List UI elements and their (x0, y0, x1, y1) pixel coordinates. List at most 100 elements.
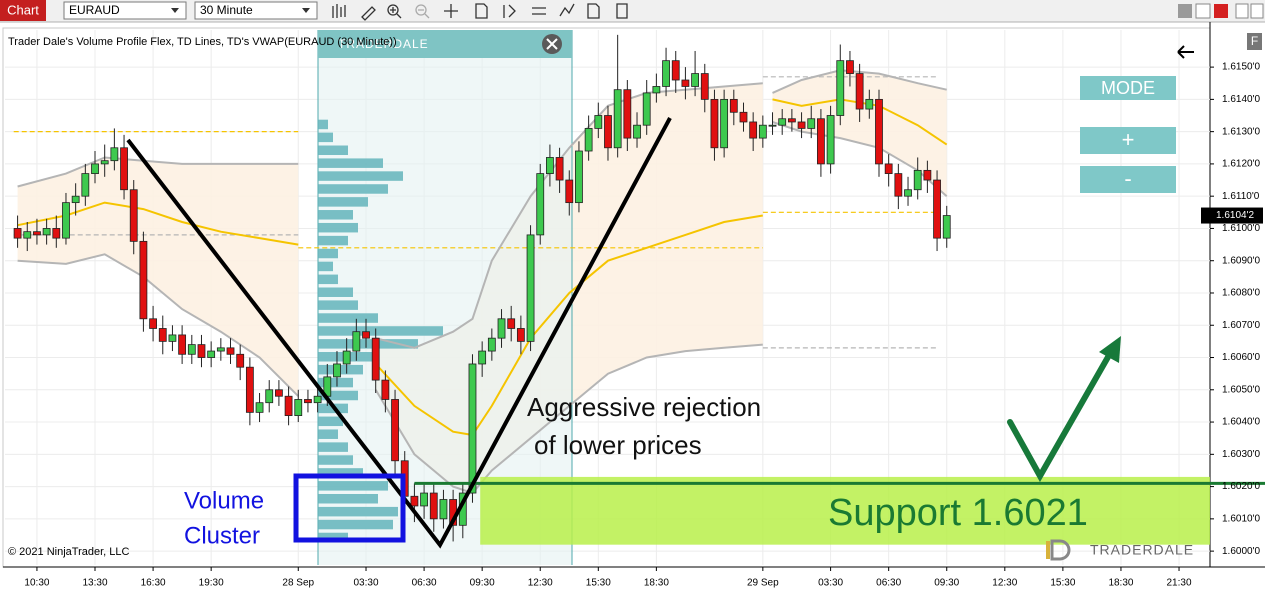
candle-body (265, 389, 274, 404)
profile-bar (318, 145, 348, 156)
plus-button-label[interactable]: + (1122, 127, 1135, 152)
candle-body (807, 118, 816, 129)
candle-body (216, 347, 225, 352)
candle-body (439, 499, 448, 520)
y-tick-label: 1.6120'0 (1222, 159, 1260, 170)
profile-bar (318, 210, 353, 220)
cluster-box (293, 473, 406, 543)
profile-bar (318, 300, 358, 310)
candle-body (797, 121, 806, 129)
candle-body (681, 79, 690, 87)
candle-body (546, 157, 554, 174)
candle-body (700, 73, 709, 100)
candle-body (158, 328, 167, 342)
timeframe-select[interactable] (194, 1, 318, 20)
candle-body (662, 60, 670, 87)
candle-body (739, 111, 748, 123)
candle-body (226, 347, 235, 355)
rejection-label: of lower prices (534, 430, 702, 460)
panel-logo: TRADERDALE (338, 37, 429, 51)
candle-body (855, 73, 864, 110)
profile-bar (318, 235, 348, 246)
candle-body (187, 344, 196, 355)
instrument-label[interactable]: EURAUD (69, 3, 120, 17)
candle-body (778, 118, 787, 126)
toolbar-icons[interactable] (332, 3, 628, 21)
candle-body (487, 337, 496, 352)
y-tick-label: 1.6030'0 (1222, 449, 1260, 460)
profile-bar (318, 171, 403, 181)
plus-button[interactable] (1080, 127, 1176, 154)
candle-body (197, 344, 206, 358)
candle-body (62, 202, 70, 239)
profile-bar (318, 197, 368, 207)
candle-body (71, 195, 80, 204)
candle-body (23, 231, 32, 239)
y-tick-label: 1.6010'0 (1222, 513, 1260, 524)
back-arrow[interactable] (1177, 45, 1194, 59)
candle-body (884, 163, 893, 174)
x-tick-label: 21:30 (1167, 578, 1192, 589)
candle-body (671, 60, 680, 81)
x-tick-label: 18:30 (644, 578, 669, 589)
candle-body (691, 73, 699, 87)
candle-body (768, 124, 777, 127)
candle-body (507, 318, 516, 329)
candle-body (846, 60, 854, 74)
profile-bar (318, 158, 383, 168)
x-tick-label: 29 Sep (747, 578, 779, 589)
candle-body (710, 98, 719, 149)
candle-body (429, 492, 438, 520)
x-tick-label: 06:30 (412, 578, 437, 589)
instrument-select[interactable] (63, 1, 187, 20)
logo-mark (1046, 539, 1071, 561)
profile-bar (318, 429, 338, 439)
support-label: Support 1.6021 (828, 492, 1088, 534)
candle-body (391, 399, 399, 462)
candle-body (749, 121, 758, 139)
candle-body (410, 495, 419, 507)
candle-body (565, 179, 574, 204)
candle-body (913, 169, 922, 191)
mode-button-label[interactable]: MODE (1101, 78, 1155, 98)
candle-body (33, 231, 41, 236)
y-tick-label: 1.6020'0 (1222, 481, 1260, 492)
axes: 1.6000'0 1.6010'0 1.6020'0 1.6030'0 1.6040'0… (24, 62, 1263, 589)
profile-bar (318, 532, 348, 543)
candle-body (371, 337, 380, 381)
minus-button-label[interactable]: - (1124, 166, 1131, 191)
window-controls[interactable] (1178, 3, 1264, 19)
axis-button-label[interactable]: F (1251, 34, 1258, 48)
candle-body (942, 215, 951, 239)
support: Support 1.6021 (414, 476, 1265, 545)
candle-body (720, 98, 729, 149)
panel-header (318, 30, 572, 58)
candle-body (642, 92, 651, 126)
candle-body (933, 179, 941, 239)
x-tick-label: 18:30 (1108, 578, 1133, 589)
profile-bar (318, 442, 348, 452)
y-tick-label: 1.6080'0 (1222, 288, 1260, 299)
candles (13, 34, 951, 542)
candle-body (516, 328, 525, 342)
toolbar (0, 0, 1265, 22)
x-tick-label: 16:30 (141, 578, 166, 589)
dropdown-arrow (302, 8, 310, 13)
cluster-label: Cluster (184, 522, 260, 549)
candle-body (836, 60, 845, 116)
candle-body (52, 228, 61, 239)
timeframe-label[interactable]: 30 Minute (200, 3, 253, 17)
axis-button[interactable] (1247, 33, 1262, 50)
chart-tab[interactable] (0, 0, 46, 21)
panel-close-icon[interactable] (546, 38, 558, 50)
chart-tab-label[interactable]: Chart (7, 2, 39, 17)
minus-button[interactable] (1080, 166, 1176, 193)
candle-body (294, 399, 303, 417)
candle-body (42, 228, 51, 236)
profile-bar (318, 274, 338, 285)
profile-bar (318, 132, 333, 143)
mode-button[interactable] (1080, 76, 1176, 100)
y-tick-label: 1.6060'0 (1222, 352, 1260, 363)
candle-body (613, 89, 622, 149)
